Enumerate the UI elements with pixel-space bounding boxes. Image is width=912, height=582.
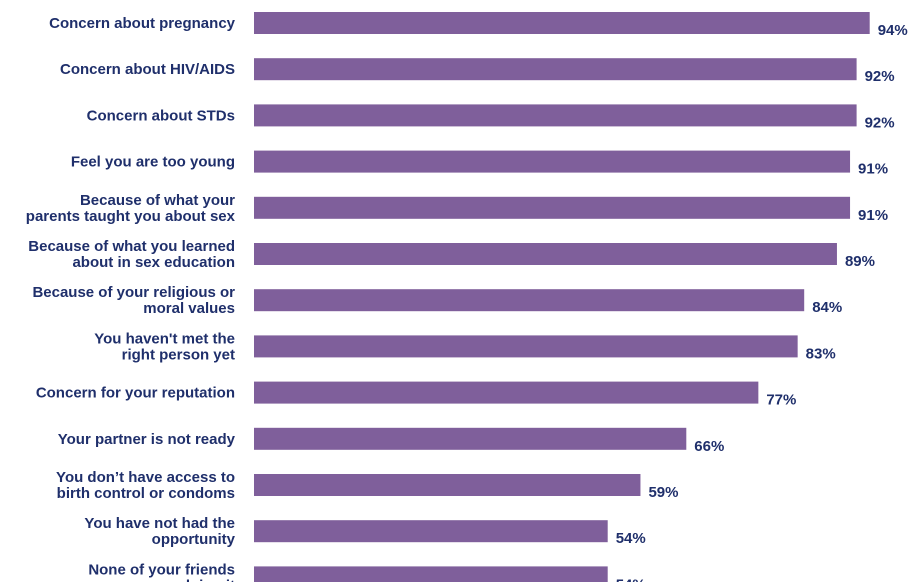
bar [254, 474, 641, 496]
value-label: 92% [865, 68, 895, 85]
category-label: Because of your religious or moral values [32, 284, 235, 317]
category-label: Because of what you learned about in sex … [28, 238, 235, 271]
category-label: Concern about STDs [87, 107, 235, 124]
value-label: 94% [878, 22, 908, 39]
bar [254, 289, 805, 312]
value-label: 54% [616, 530, 646, 547]
bar [254, 520, 608, 543]
category-label: Because of what your parents taught you a… [26, 192, 236, 225]
bar [254, 58, 857, 81]
category-label: Concern for your reputation [36, 385, 235, 402]
bar [254, 150, 851, 173]
category-label: Concern about HIV/AIDS [60, 61, 235, 78]
bar [254, 427, 687, 450]
category-label: Concern about pregnancy [49, 15, 236, 32]
value-label: 89% [845, 253, 875, 270]
bar [254, 196, 851, 219]
bar [254, 104, 857, 127]
category-label: You haven't met the right person yet [94, 330, 235, 363]
category-label: Feel you are too young [71, 154, 235, 171]
value-label: 83% [806, 345, 836, 362]
bar [254, 566, 608, 582]
category-label: You don’t have access to birth control or… [56, 469, 235, 502]
value-label: 91% [858, 207, 888, 224]
category-label: You have not had the opportunity [84, 515, 235, 548]
value-label: 92% [865, 114, 895, 131]
bar [254, 243, 837, 265]
value-label: 54% [616, 576, 646, 582]
bar [254, 381, 759, 404]
value-label: 66% [694, 438, 724, 455]
value-label: 91% [858, 161, 888, 178]
bar [254, 335, 798, 358]
category-label: Your partner is not ready [58, 431, 236, 448]
value-label: 77% [766, 392, 796, 409]
bar [254, 12, 870, 34]
value-label: 84% [812, 299, 842, 316]
value-label: 59% [648, 484, 678, 501]
category-label: None of your friendsare doing it [88, 561, 235, 582]
